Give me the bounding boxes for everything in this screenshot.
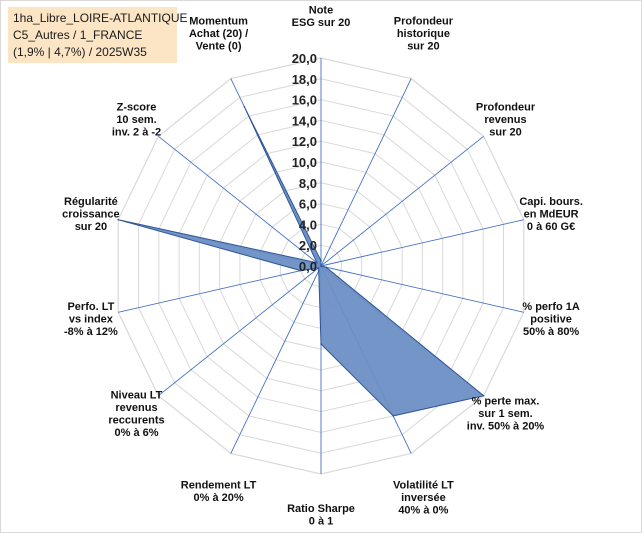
series-point (316, 262, 318, 264)
axis-label: Momentum (189, 15, 248, 27)
series-point (243, 105, 246, 108)
axis-label: ESG sur 20 (292, 17, 351, 29)
axis-label: Achat (20) / (189, 28, 248, 40)
tick-label: 12,0 (292, 134, 317, 149)
radar-series (117, 105, 485, 417)
radar-spoke (230, 265, 322, 454)
axis-label: 0 à 60 G€ (527, 221, 575, 233)
series-point (299, 269, 302, 272)
tick-label: 4,0 (299, 217, 317, 232)
series-point (320, 343, 322, 345)
axis-label: 0% à 6% (114, 427, 158, 439)
axis-label: Profondeur (476, 101, 536, 113)
series-point (317, 267, 320, 269)
axis-label: sur 1 sem. (478, 408, 532, 420)
axis-label: Régularité (64, 196, 118, 208)
axis-label: -8% à 12% (64, 326, 118, 338)
axis-label: Note (309, 5, 333, 17)
axis-label: revenus (484, 114, 526, 126)
axis-label: Rendement LT (181, 480, 257, 492)
series-point (320, 265, 322, 267)
axis-label: Ratio Sharpe (287, 503, 355, 515)
axis-label: inv. 2 à -2 (112, 126, 161, 138)
tick-label: 14,0 (292, 113, 317, 128)
tick-label: 10,0 (292, 155, 317, 170)
axis-label: reccurents (108, 414, 164, 426)
axis-label: croissance (62, 209, 119, 221)
axis-label: inv. 50% à 20% (467, 421, 545, 433)
series-point (325, 266, 327, 269)
series-point (317, 269, 320, 272)
axis-label: 50% à 80% (523, 326, 579, 338)
axis-label: 0% à 20% (194, 492, 244, 504)
axis-label: 40% à 0% (398, 505, 448, 517)
series-point (320, 260, 322, 262)
axis-label: Profondeur (394, 15, 454, 27)
axis-label: % perfo 1A (522, 301, 580, 313)
axis-label: Capi. bours. (519, 196, 583, 208)
axis-label: 10 sem. (116, 114, 156, 126)
tick-label: 0,0 (299, 259, 317, 274)
radar-spoke (118, 265, 322, 313)
axis-label: Niveau LT (111, 389, 163, 401)
axis-label: historique (397, 28, 450, 40)
axis-label: % perte max. (472, 396, 540, 408)
radar-spoke (320, 219, 524, 267)
series-point (392, 415, 395, 417)
tick-label: 16,0 (292, 93, 317, 108)
axis-label: sur 20 (75, 221, 107, 233)
tick-label: 2,0 (299, 238, 317, 253)
axis-label: Z-score (117, 101, 157, 113)
radar-spoke (158, 135, 322, 267)
series-point (117, 218, 119, 221)
radial-tick-labels: 0,0 2,0 4,0 6,0 8,0 10,0 12,0 14,0 16,0 18,0 20,0 (292, 51, 317, 274)
axis-label: inversée (401, 492, 446, 504)
radar-spoke (320, 265, 524, 313)
axis-label: en MdEUR (524, 209, 579, 221)
axis-label: positive (530, 314, 572, 326)
radar-spoke (320, 78, 412, 267)
series-point (482, 394, 485, 397)
axis-label: vs index (69, 314, 114, 326)
axis-label: Vente (0) (196, 40, 242, 52)
tick-label: 18,0 (292, 72, 317, 87)
axis-label: 0 à 1 (309, 516, 333, 528)
tick-label: 8,0 (299, 176, 317, 191)
axis-label: sur 20 (489, 126, 521, 138)
axis-label: Perfo. LT (67, 301, 114, 313)
radar-spoke (158, 265, 322, 397)
tick-label: 20,0 (292, 51, 317, 66)
axis-label: revenus (115, 402, 157, 414)
axis-label: sur 20 (407, 40, 439, 52)
radar-spoke (320, 135, 484, 267)
info-box (8, 7, 177, 63)
tick-label: 6,0 (299, 197, 317, 212)
axis-label: Volatilité LT (393, 480, 454, 492)
